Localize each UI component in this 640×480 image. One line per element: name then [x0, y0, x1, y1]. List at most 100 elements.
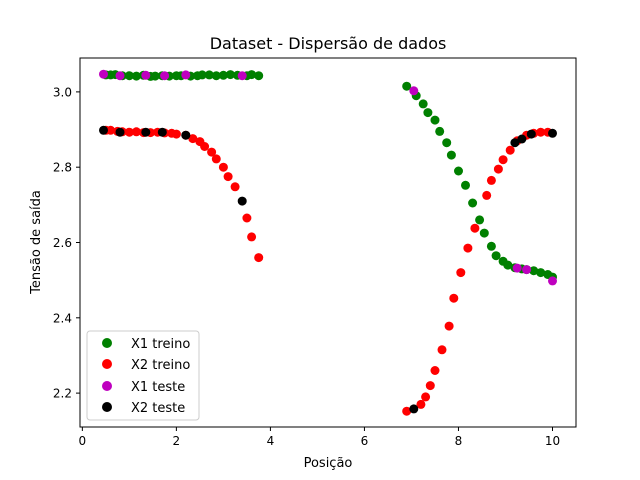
point-x1-teste-2: [141, 70, 151, 80]
legend: X1 treino X2 treino X1 teste X2 teste: [86, 330, 200, 421]
point-x1-treino-26: [418, 99, 428, 109]
legend-marker-x1-treino: [102, 338, 112, 348]
point-x1-treino-15: [197, 70, 207, 80]
point-x1-treino-4: [124, 71, 134, 81]
point-x2-treino-15: [200, 142, 210, 151]
point-x1-treino-32: [454, 166, 463, 176]
point-x1-treino-45: [536, 268, 546, 278]
x-tick-label: 8: [455, 434, 463, 448]
point-x1-treino-38: [491, 251, 501, 261]
legend-marker-x2-teste: [102, 402, 112, 412]
point-x2-treino-28: [430, 366, 440, 375]
point-x2-treino-31: [449, 293, 459, 303]
x-tick-label: 2: [173, 434, 181, 448]
point-x1-teste-7: [512, 263, 522, 273]
x-ticks: 0 2 4 6 8 10: [79, 427, 560, 448]
point-x2-treino-38: [498, 155, 508, 165]
point-x1-treino-31: [446, 150, 456, 160]
legend-label-x1-treino: X1 treino: [131, 337, 190, 352]
point-x2-teste-9: [526, 129, 536, 139]
y-tick-label: 2.6: [53, 236, 72, 250]
point-x2-treino-30: [444, 321, 454, 331]
point-x1-treino-18: [218, 70, 228, 80]
point-x1-treino-8: [150, 71, 160, 81]
point-x2-teste-3: [157, 127, 167, 137]
point-x2-treino-20: [230, 182, 240, 192]
x-tick-label: 6: [361, 434, 369, 448]
point-x1-treino-37: [486, 241, 496, 251]
point-x1-treino-30: [442, 138, 452, 148]
y-tick-label: 3.0: [53, 85, 72, 99]
point-x1-teste-8: [522, 265, 532, 275]
point-x1-teste-0: [99, 69, 108, 79]
point-x1-treino-29: [435, 126, 445, 136]
point-x1-treino-34: [468, 198, 478, 208]
y-tick-label: 2.4: [53, 311, 72, 325]
point-x2-treino-16: [207, 147, 217, 157]
x-tick-label: 4: [267, 434, 275, 448]
point-x2-treino-34: [470, 223, 480, 233]
point-x2-treino-37: [493, 164, 503, 174]
point-x2-treino-32: [456, 268, 466, 278]
point-x2-treino-11: [171, 129, 181, 139]
point-x1-teste-4: [181, 70, 191, 80]
point-x2-treino-4: [124, 127, 134, 137]
y-tick-label: 2.2: [53, 387, 72, 401]
point-x2-treino-24: [402, 406, 412, 416]
point-x1-treino-24: [402, 81, 412, 91]
y-axis-label: Tensão de saída: [29, 190, 44, 295]
point-x2-treino-23: [254, 253, 264, 263]
legend-box: [86, 330, 200, 421]
point-x2-teste-8: [517, 134, 527, 144]
point-x1-teste-5: [237, 71, 247, 81]
legend-label-x1-teste: X1 teste: [131, 380, 185, 395]
point-x1-treino-28: [430, 115, 440, 125]
legend-label-x2-treino: X2 treino: [131, 358, 190, 373]
point-x2-teste-6: [409, 404, 419, 414]
point-x1-treino-23: [254, 71, 264, 81]
point-x2-treino-17: [211, 154, 221, 164]
point-x2-treino-13: [188, 134, 198, 144]
point-x1-treino-5: [131, 71, 141, 81]
point-x1-treino-19: [225, 70, 235, 80]
point-x1-treino-17: [211, 71, 221, 81]
y-ticks: 2.2 2.4 2.6 2.8 3.0: [53, 85, 80, 401]
point-x2-treino-21: [242, 213, 252, 223]
point-x2-treino-25: [416, 399, 426, 409]
point-x2-treino-36: [486, 175, 496, 185]
point-x2-teste-1: [115, 127, 125, 137]
legend-marker-x1-teste: [102, 381, 112, 391]
x-tick-label: 0: [79, 434, 87, 448]
chart-title: Dataset - Dispersão de dados: [210, 34, 447, 53]
legend-label-x2-teste: X2 teste: [131, 401, 185, 416]
point-x1-teste-6: [409, 86, 419, 96]
point-x2-treino-35: [482, 190, 492, 200]
point-x2-treino-29: [437, 345, 447, 355]
x-tick-label: 10: [545, 434, 560, 448]
point-x1-treino-22: [247, 70, 257, 80]
point-x1-teste-3: [160, 71, 170, 81]
point-x1-teste-1: [115, 71, 125, 81]
point-x1-teste-9: [548, 276, 557, 286]
point-x2-treino-26: [421, 392, 431, 402]
point-x2-treino-1: [106, 125, 116, 135]
point-x1-treino-36: [479, 228, 489, 238]
point-x1-treino-44: [529, 266, 539, 276]
point-x2-teste-4: [181, 130, 191, 140]
point-x1-treino-35: [475, 215, 485, 225]
point-x2-treino-39: [505, 145, 515, 155]
point-x2-teste-0: [99, 125, 108, 135]
point-x1-treino-27: [423, 108, 433, 118]
x-axis-label: Posição: [304, 456, 353, 471]
point-x2-treino-5: [131, 127, 141, 137]
point-x2-treino-27: [425, 381, 435, 391]
point-x2-teste-7: [510, 138, 520, 148]
point-x2-treino-22: [247, 232, 257, 242]
point-x2-teste-5: [237, 196, 247, 206]
y-tick-label: 2.8: [53, 161, 72, 175]
points-layer: [99, 69, 557, 416]
legend-marker-x2-treino: [102, 359, 112, 369]
point-x2-treino-33: [463, 243, 473, 253]
point-x1-treino-40: [503, 260, 513, 270]
